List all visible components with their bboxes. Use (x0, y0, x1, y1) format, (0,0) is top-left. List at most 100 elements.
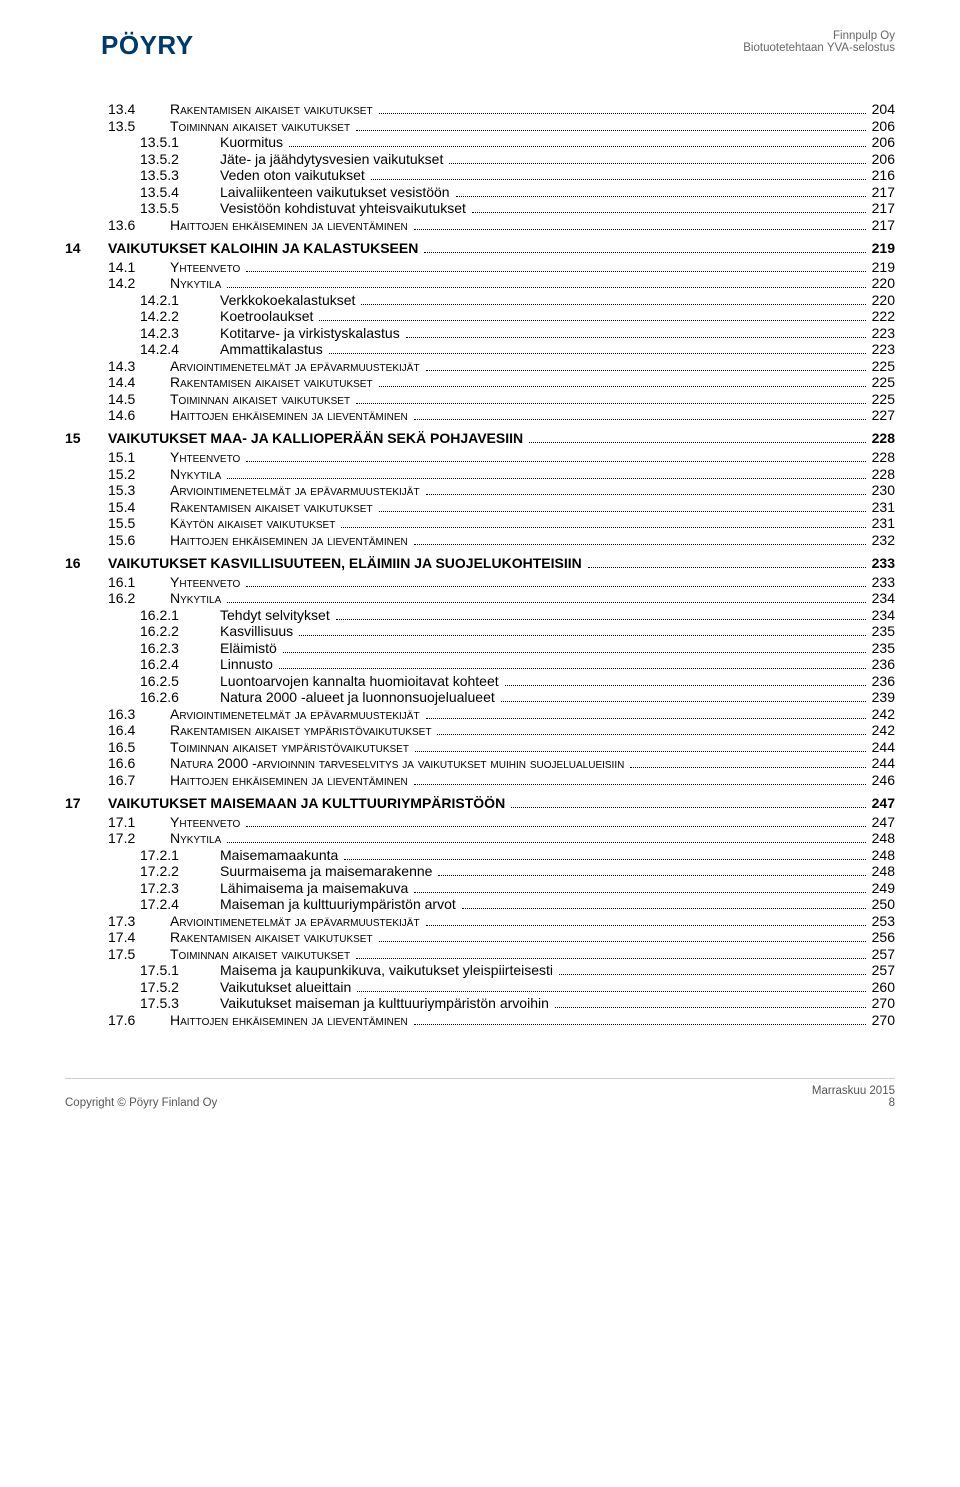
toc-number: 16.2 (108, 590, 170, 606)
toc-entry[interactable]: 14.5Toiminnan aikaiset vaikutukset225 (65, 391, 895, 407)
toc-label: 17.4Rakentamisen aikaiset vaikutukset (108, 929, 377, 945)
toc-entry[interactable]: 16.6Natura 2000 -arvioinnin tarveselvity… (65, 755, 895, 771)
toc-entry[interactable]: 16.5Toiminnan aikaiset ympäristövaikutuk… (65, 739, 895, 755)
toc-leader-dots (319, 320, 865, 321)
toc-number: 16.6 (108, 755, 170, 771)
toc-entry[interactable]: 14.2.3Kotitarve- ja virkistyskalastus223 (65, 325, 895, 341)
toc-leader-dots (414, 544, 866, 545)
toc-label: 16.3Arviointimenetelmät ja epävarmuustek… (108, 706, 424, 722)
toc-number: 17.2.1 (140, 847, 220, 863)
toc-entry[interactable]: 14.3Arviointimenetelmät ja epävarmuustek… (65, 358, 895, 374)
toc-entry[interactable]: 16VAIKUTUKSET KASVILLISUUTEEN, ELÄIMIIN … (65, 555, 895, 571)
toc-entry[interactable]: 16.2.1Tehdyt selvitykset234 (65, 607, 895, 623)
toc-entry[interactable]: 13.5.4Laivaliikenteen vaikutukset vesist… (65, 184, 895, 200)
toc-entry[interactable]: 15.5Käytön aikaiset vaikutukset231 (65, 515, 895, 531)
toc-title: Kuormitus (220, 134, 283, 150)
toc-title: Arviointimenetelmät ja epävarmuustekijät (170, 358, 420, 374)
toc-entry[interactable]: 16.1Yhteenveto233 (65, 574, 895, 590)
toc-leader-dots (511, 807, 865, 808)
toc-page-number: 239 (868, 689, 895, 705)
toc-leader-dots (414, 784, 866, 785)
toc-entry[interactable]: 16.2.4Linnusto236 (65, 656, 895, 672)
toc-entry[interactable]: 17.5.3Vaikutukset maiseman ja kulttuuriy… (65, 995, 895, 1011)
logo-icon (65, 31, 95, 61)
toc-number: 16.2.1 (140, 607, 220, 623)
toc-title: Kotitarve- ja virkistyskalastus (220, 325, 400, 341)
toc-leader-dots (415, 751, 866, 752)
toc-entry[interactable]: 16.2.5Luontoarvojen kannalta huomioitava… (65, 673, 895, 689)
toc-title: VAIKUTUKSET MAISEMAAN JA KULTTUURIYMPÄRI… (108, 795, 505, 811)
toc-entry[interactable]: 14.2Nykytila220 (65, 275, 895, 291)
toc-entry[interactable]: 17.2.2Suurmaisema ja maisemarakenne248 (65, 863, 895, 879)
toc-entry[interactable]: 15.4Rakentamisen aikaiset vaikutukset231 (65, 499, 895, 515)
toc-page-number: 217 (868, 200, 895, 216)
toc-entry[interactable]: 16.2.6Natura 2000 -alueet ja luonnonsuoj… (65, 689, 895, 705)
toc-page-number: 244 (868, 755, 895, 771)
toc-leader-dots (424, 252, 865, 253)
toc-entry[interactable]: 16.7Haittojen ehkäiseminen ja lieventämi… (65, 772, 895, 788)
toc-entry[interactable]: 17.5Toiminnan aikaiset vaikutukset257 (65, 946, 895, 962)
toc-page-number: 247 (868, 795, 895, 811)
toc-leader-dots (501, 701, 866, 702)
toc-title: VAIKUTUKSET KASVILLISUUTEEN, ELÄIMIIN JA… (108, 555, 582, 571)
toc-number: 16.3 (108, 706, 170, 722)
toc-entry[interactable]: 14VAIKUTUKSET KALOIHIN JA KALASTUKSEEN21… (65, 240, 895, 256)
toc-entry[interactable]: 15.6Haittojen ehkäiseminen ja lieventämi… (65, 532, 895, 548)
toc-entry[interactable]: 17.4Rakentamisen aikaiset vaikutukset256 (65, 929, 895, 945)
toc-entry[interactable]: 17.6Haittojen ehkäiseminen ja lieventämi… (65, 1012, 895, 1028)
toc-title: Nykytila (170, 275, 221, 291)
toc-entry[interactable]: 14.1Yhteenveto219 (65, 259, 895, 275)
toc-page-number: 260 (868, 979, 895, 995)
toc-entry[interactable]: 17.2.3Lähimaisema ja maisemakuva249 (65, 880, 895, 896)
toc-leader-dots (379, 113, 866, 114)
toc-leader-dots (371, 179, 866, 180)
toc-entry[interactable]: 15.1Yhteenveto228 (65, 449, 895, 465)
toc-entry[interactable]: 16.2Nykytila234 (65, 590, 895, 606)
toc-leader-dots (341, 527, 865, 528)
toc-entry[interactable]: 17.5.1Maisema ja kaupunkikuva, vaikutuks… (65, 962, 895, 978)
toc-entry[interactable]: 17.1Yhteenveto247 (65, 814, 895, 830)
toc-entry[interactable]: 13.5.5Vesistöön kohdistuvat yhteisvaikut… (65, 200, 895, 216)
toc-entry[interactable]: 16.3Arviointimenetelmät ja epävarmuustek… (65, 706, 895, 722)
toc-leader-dots (356, 130, 866, 131)
toc-leader-dots (555, 1007, 866, 1008)
toc-entry[interactable]: 16.2.2Kasvillisuus235 (65, 623, 895, 639)
toc-entry[interactable]: 17.2.4Maiseman ja kulttuuriympäristön ar… (65, 896, 895, 912)
toc-entry[interactable]: 17VAIKUTUKSET MAISEMAAN JA KULTTUURIYMPÄ… (65, 795, 895, 811)
toc-label: 16VAIKUTUKSET KASVILLISUUTEEN, ELÄIMIIN … (65, 555, 586, 571)
toc-label: 13.5.4Laivaliikenteen vaikutukset vesist… (140, 184, 454, 200)
toc-entry[interactable]: 17.5.2Vaikutukset alueittain260 (65, 979, 895, 995)
toc-title: Toiminnan aikaiset vaikutukset (170, 118, 350, 134)
toc-entry[interactable]: 13.6Haittojen ehkäiseminen ja lieventämi… (65, 217, 895, 233)
toc-label: 13.5.1Kuormitus (140, 134, 287, 150)
toc-entry[interactable]: 13.5.1Kuormitus206 (65, 134, 895, 150)
toc-label: 17VAIKUTUKSET MAISEMAAN JA KULTTUURIYMPÄ… (65, 795, 509, 811)
toc-leader-dots (344, 859, 865, 860)
toc-entry[interactable]: 13.5.2Jäte- ja jäähdytysvesien vaikutuks… (65, 151, 895, 167)
footer-page: 8 (812, 1097, 895, 1109)
toc-entry[interactable]: 17.3Arviointimenetelmät ja epävarmuustek… (65, 913, 895, 929)
toc-leader-dots (529, 442, 866, 443)
toc-entry[interactable]: 14.6Haittojen ehkäiseminen ja lieventämi… (65, 407, 895, 423)
toc-entry[interactable]: 16.4Rakentamisen aikaiset ympäristövaiku… (65, 722, 895, 738)
toc-entry[interactable]: 17.2.1Maisemamaakunta248 (65, 847, 895, 863)
toc-page-number: 219 (868, 240, 895, 256)
toc-leader-dots (289, 146, 866, 147)
toc-title: Ammattikalastus (220, 341, 323, 357)
toc-entry[interactable]: 15.2Nykytila228 (65, 466, 895, 482)
toc-entry[interactable]: 15VAIKUTUKSET MAA- JA KALLIOPERÄÄN SEKÄ … (65, 430, 895, 446)
toc-entry[interactable]: 16.2.3Eläimistö235 (65, 640, 895, 656)
toc-entry[interactable]: 14.2.4Ammattikalastus223 (65, 341, 895, 357)
toc-leader-dots (227, 842, 865, 843)
toc-entry[interactable]: 15.3Arviointimenetelmät ja epävarmuustek… (65, 482, 895, 498)
toc-leader-dots (246, 461, 865, 462)
toc-title: Nykytila (170, 466, 221, 482)
toc-entry[interactable]: 14.4Rakentamisen aikaiset vaikutukset225 (65, 374, 895, 390)
toc-number: 17.2.3 (140, 880, 220, 896)
toc-entry[interactable]: 14.2.2Koetroolaukset222 (65, 308, 895, 324)
toc-entry[interactable]: 13.5Toiminnan aikaiset vaikutukset206 (65, 118, 895, 134)
toc-entry[interactable]: 14.2.1Verkkokoekalastukset220 (65, 292, 895, 308)
toc-entry[interactable]: 13.5.3Veden oton vaikutukset216 (65, 167, 895, 183)
toc-entry[interactable]: 13.4Rakentamisen aikaiset vaikutukset204 (65, 101, 895, 117)
toc-entry[interactable]: 17.2Nykytila248 (65, 830, 895, 846)
